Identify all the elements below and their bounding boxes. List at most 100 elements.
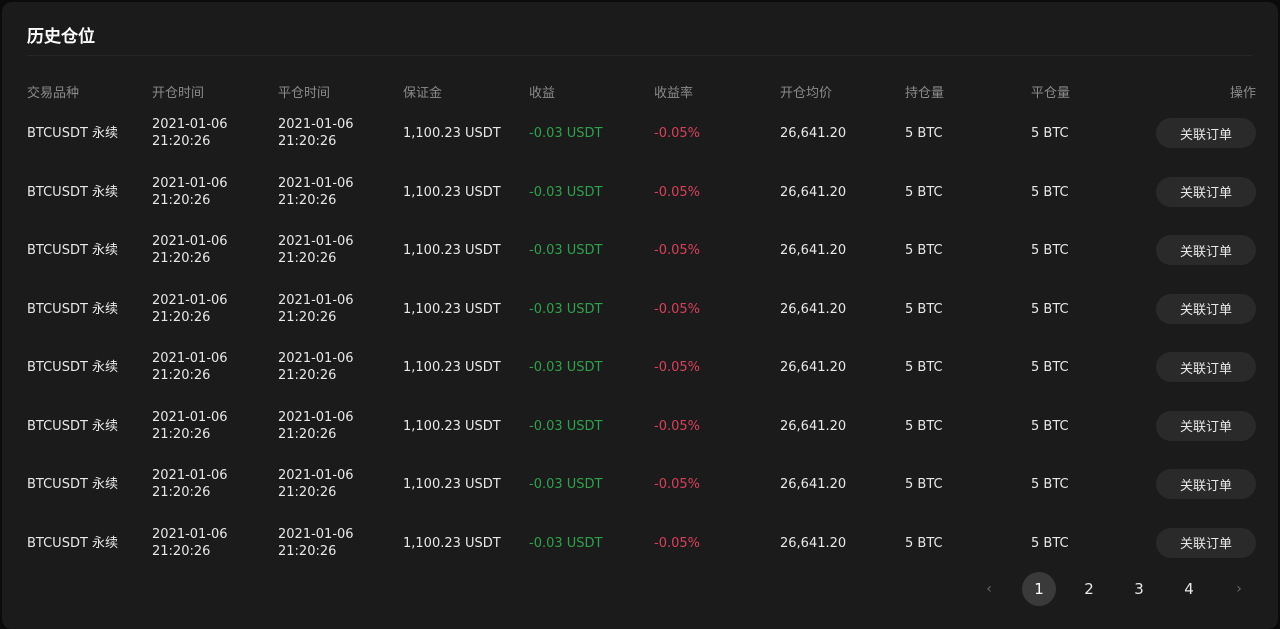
cell-open-date: 2021-01-06 [152, 409, 228, 425]
related-orders-button[interactable]: 关联订单 [1156, 527, 1256, 558]
column-header-margin: 保证金 [403, 86, 443, 101]
cell-avg-open-price: 26,641.20 [780, 243, 847, 258]
title-divider [27, 55, 1253, 56]
cell-position-size: 5 BTC [905, 477, 943, 492]
related-orders-button[interactable]: 关联订单 [1156, 410, 1256, 441]
chevron-right-icon[interactable]: › [1236, 581, 1242, 597]
column-header-pnl: 收益 [529, 86, 556, 101]
cell-avg-open-price: 26,641.20 [780, 477, 847, 492]
cell-margin: 1,100.23 USDT [403, 360, 501, 375]
table-row: BTCUSDT 永续 2021-01-06 21:20:26 2021-01-06 21… [2, 348, 1278, 406]
cell-close-date: 2021-01-06 [278, 117, 354, 132]
cell-symbol: BTCUSDT 永续 [27, 418, 119, 434]
cell-open-time: 21:20:26 [152, 368, 211, 383]
related-orders-button[interactable]: 关联订单 [1156, 293, 1256, 324]
cell-pnl-rate: -0.05% [654, 301, 700, 317]
cell-open-time: 21:20:26 [152, 251, 211, 266]
cell-avg-open-price: 26,641.20 [780, 418, 847, 434]
cell-symbol: BTCUSDT 永续 [27, 243, 119, 258]
cell-open-time: 21:20:26 [152, 426, 211, 442]
cell-pnl: -0.03 USDT [529, 360, 603, 375]
cell-open-time: 21:20:26 [152, 192, 211, 208]
column-header-position-size: 持仓量 [905, 86, 945, 101]
table-row: BTCUSDT 永续 2021-01-06 21:20:26 2021-01-06 21… [2, 465, 1278, 523]
cell-close-time: 21:20:26 [278, 134, 337, 149]
cell-open-time: 21:20:26 [152, 309, 211, 325]
cell-symbol: BTCUSDT 永续 [27, 184, 119, 200]
cell-symbol: BTCUSDT 永续 [27, 360, 119, 375]
cell-pnl: -0.03 USDT [529, 243, 603, 258]
related-orders-button[interactable]: 关联订单 [1156, 352, 1256, 382]
page-button-1[interactable]: 1 [1022, 572, 1056, 606]
cell-position-size: 5 BTC [905, 418, 943, 434]
page-button-2[interactable]: 2 [1084, 580, 1094, 598]
cell-close-date: 2021-01-06 [278, 409, 354, 425]
cell-open-date: 2021-01-06 [152, 175, 228, 191]
cell-closed-size: 5 BTC [1031, 477, 1069, 492]
related-orders-button[interactable]: 关联订单 [1156, 235, 1256, 265]
cell-pnl: -0.03 USDT [529, 535, 603, 551]
column-header-actions: 操作 [1230, 86, 1257, 101]
cell-close-date: 2021-01-06 [278, 292, 354, 308]
table-row: BTCUSDT 永续 2021-01-06 21:20:26 2021-01-06 21… [2, 524, 1278, 582]
cell-close-time: 21:20:26 [278, 485, 337, 500]
related-orders-button[interactable]: 关联订单 [1156, 469, 1256, 499]
cell-close-date: 2021-01-06 [278, 351, 354, 366]
cell-symbol: BTCUSDT 永续 [27, 477, 119, 492]
cell-position-size: 5 BTC [905, 535, 943, 551]
cell-position-size: 5 BTC [905, 184, 943, 200]
cell-pnl-rate: -0.05% [654, 535, 700, 551]
cell-margin: 1,100.23 USDT [403, 418, 501, 434]
cell-margin: 1,100.23 USDT [403, 477, 501, 492]
cell-avg-open-price: 26,641.20 [780, 126, 847, 141]
cell-closed-size: 5 BTC [1031, 243, 1069, 258]
cell-avg-open-price: 26,641.20 [780, 301, 847, 317]
cell-closed-size: 5 BTC [1031, 360, 1069, 375]
column-header-open-time: 开仓时间 [152, 86, 205, 101]
cell-position-size: 5 BTC [905, 301, 943, 317]
cell-pnl-rate: -0.05% [654, 184, 700, 200]
cell-pnl-rate: -0.05% [654, 243, 700, 258]
cell-position-size: 5 BTC [905, 243, 943, 258]
pagination: ‹ 1 2 3 4 › [972, 572, 1262, 606]
cell-pnl-rate: -0.05% [654, 126, 700, 141]
column-header-symbol: 交易品种 [27, 86, 80, 101]
table-row: BTCUSDT 永续 2021-01-06 21:20:26 2021-01-06 21… [2, 173, 1278, 231]
cell-margin: 1,100.23 USDT [403, 184, 501, 200]
cell-pnl: -0.03 USDT [529, 301, 603, 317]
cell-pnl: -0.03 USDT [529, 418, 603, 434]
cell-pnl-rate: -0.05% [654, 477, 700, 492]
cell-open-date: 2021-01-06 [152, 117, 228, 132]
page-title: 历史仓位 [27, 27, 95, 47]
cell-margin: 1,100.23 USDT [403, 243, 501, 258]
cell-margin: 1,100.23 USDT [403, 301, 501, 317]
related-orders-button[interactable]: 关联订单 [1156, 118, 1256, 148]
cell-pnl: -0.03 USDT [529, 184, 603, 200]
cell-margin: 1,100.23 USDT [403, 535, 501, 551]
cell-open-time: 21:20:26 [152, 134, 211, 149]
cell-pnl-rate: -0.05% [654, 360, 700, 375]
cell-closed-size: 5 BTC [1031, 418, 1069, 434]
page-button-3[interactable]: 3 [1134, 580, 1144, 598]
cell-open-date: 2021-01-06 [152, 234, 228, 249]
cell-close-date: 2021-01-06 [278, 468, 354, 483]
cell-close-time: 21:20:26 [278, 426, 337, 442]
cell-pnl: -0.03 USDT [529, 477, 603, 492]
cell-open-date: 2021-01-06 [152, 526, 228, 542]
table-row: BTCUSDT 永续 2021-01-06 21:20:26 2021-01-06 21… [2, 407, 1278, 465]
page-button-4[interactable]: 4 [1184, 580, 1194, 598]
cell-avg-open-price: 26,641.20 [780, 535, 847, 551]
cell-symbol: BTCUSDT 永续 [27, 126, 119, 141]
column-header-closed-size: 平仓量 [1031, 86, 1071, 101]
cell-closed-size: 5 BTC [1031, 184, 1069, 200]
cell-open-time: 21:20:26 [152, 543, 211, 559]
cell-close-time: 21:20:26 [278, 368, 337, 383]
cell-avg-open-price: 26,641.20 [780, 184, 847, 200]
cell-close-time: 21:20:26 [278, 309, 337, 325]
cell-closed-size: 5 BTC [1031, 301, 1069, 317]
chevron-left-icon[interactable]: ‹ [986, 581, 992, 597]
cell-open-date: 2021-01-06 [152, 292, 228, 308]
related-orders-button[interactable]: 关联订单 [1156, 176, 1256, 207]
table-row: BTCUSDT 永续 2021-01-06 21:20:26 2021-01-06 21… [2, 114, 1278, 172]
